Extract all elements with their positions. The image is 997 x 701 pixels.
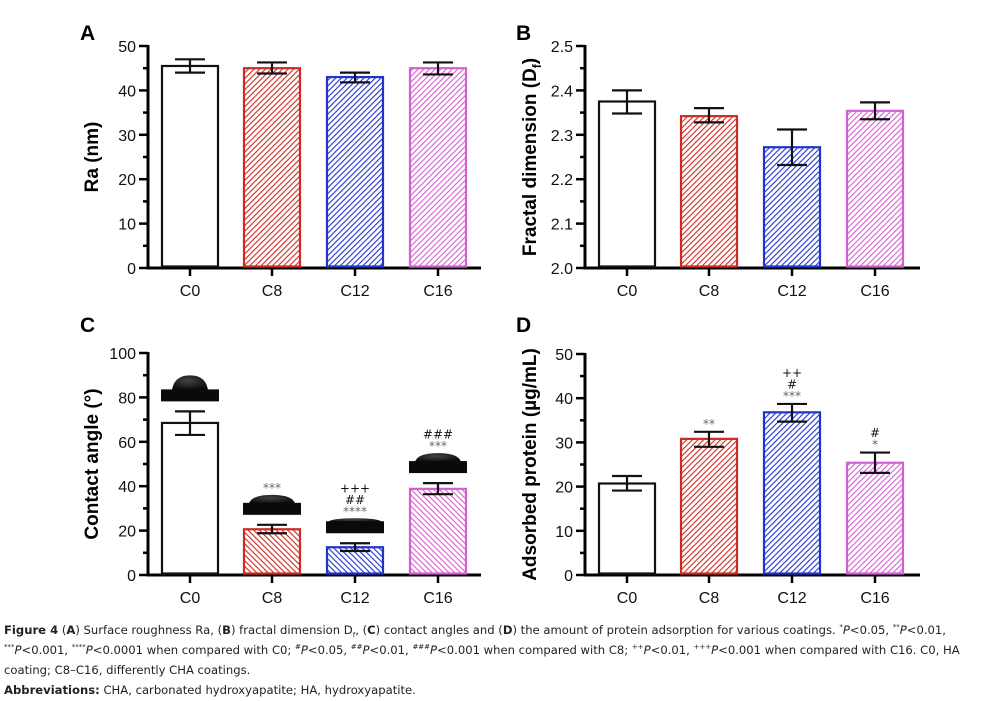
droplet-substrate [409, 461, 467, 474]
bar-c12 [762, 146, 822, 268]
significance-marker: # [870, 426, 880, 440]
bar-c8 [242, 67, 302, 268]
x-tick-label: C16 [423, 283, 452, 300]
panel-b: B Fractal dimension (Df) 2.0 2.1 2.2 2.3 2.4 2.… [516, 22, 920, 300]
y-tick-label: 30 [118, 128, 136, 145]
y-tick-label: 2.0 [551, 261, 573, 278]
significance-marker: ### [423, 428, 453, 442]
bar-c0 [160, 421, 220, 575]
bar-c16 [845, 461, 905, 575]
bar-c12 [325, 75, 385, 268]
caption-main: Figure 4 (A) Surface roughness Ra, (B) f… [4, 623, 960, 677]
y-tick-label: 0 [564, 568, 573, 585]
y-tick-label: 2.5 [551, 39, 573, 56]
x-tick-label: C12 [340, 590, 369, 607]
y-tick-label: 100 [109, 346, 136, 363]
significance-marker: ++ [782, 366, 802, 380]
bar-c16 [408, 487, 468, 575]
bar-c12 [762, 411, 822, 575]
significance-marker: *** [429, 439, 447, 453]
y-tick-label: 20 [118, 172, 136, 189]
y-tick-label: 10 [555, 524, 573, 541]
droplet-substrate [161, 389, 219, 402]
y-tick-label: 30 [555, 435, 573, 452]
caption-abbreviations: Abbreviations: CHA, carbonated hydroxyap… [4, 680, 989, 700]
panel-c: C Contact angle (°) 0 20 40 60 80 100 C0 C8 *** C12… [80, 314, 481, 607]
y-tick-label: 2.3 [551, 128, 573, 145]
x-tick-label: C16 [860, 590, 889, 607]
y-tick-label: 20 [118, 524, 136, 541]
droplet-cap [172, 375, 208, 391]
water-droplet-image [409, 453, 467, 474]
x-tick-label: C8 [699, 283, 720, 300]
x-tick-label: C16 [423, 590, 452, 607]
bar-c0 [597, 100, 657, 268]
x-tick-label: C0 [180, 283, 201, 300]
significance-marker: * [872, 438, 878, 452]
y-tick-label: 40 [118, 479, 136, 496]
y-tick-label: 50 [555, 347, 573, 364]
panel-letter: C [80, 314, 95, 337]
y-axis-label: Adsorbed protein (µg/mL) [520, 348, 541, 581]
y-tick-label: 50 [118, 39, 136, 56]
bar-c16 [845, 109, 905, 268]
y-tick-label: 10 [118, 217, 136, 234]
droplet-substrate [243, 502, 301, 515]
y-tick-label: 2.4 [551, 83, 573, 100]
droplet-substrate [326, 521, 384, 534]
panel-letter: D [516, 314, 531, 337]
significance-marker: ** [703, 417, 715, 431]
x-tick-label: C8 [262, 590, 283, 607]
figure-caption: Figure 4 (A) Surface roughness Ra, (B) f… [4, 620, 989, 700]
y-tick-label: 60 [118, 435, 136, 452]
x-tick-label: C12 [777, 590, 806, 607]
bar-c0 [597, 482, 657, 575]
y-axis-label: Ra (nm) [82, 122, 103, 193]
abbreviations-label: Abbreviations: [4, 683, 100, 697]
bar-c0 [160, 64, 220, 268]
panel-a: A Ra (nm) 0 10 20 30 40 50 C0 C8 C12 C16 [80, 22, 481, 300]
y-axis-label: Contact angle (°) [82, 388, 103, 539]
y-axis-label-subscript: f [530, 63, 544, 68]
y-tick-label: 40 [555, 391, 573, 408]
x-tick-label: C12 [340, 283, 369, 300]
bar-c16 [408, 67, 468, 268]
figure-label: Figure 4 [4, 623, 59, 637]
x-tick-label: C12 [777, 283, 806, 300]
bar-c8 [242, 528, 302, 575]
y-tick-label: 40 [118, 83, 136, 100]
significance-marker: **** [343, 504, 367, 518]
abbreviations-text: CHA, carbonated hydroxyapatite; HA, hydr… [99, 683, 416, 697]
y-axis-label-tail: ) [520, 58, 541, 64]
significance-marker: +++ [340, 481, 370, 495]
x-tick-label: C0 [617, 590, 638, 607]
y-tick-label: 80 [118, 390, 136, 407]
y-axis-label: Fractal dimension (Df) [520, 58, 544, 256]
water-droplet-image [326, 518, 384, 534]
x-tick-label: C0 [617, 283, 638, 300]
bar-c8 [679, 115, 739, 268]
y-tick-label: 2.1 [551, 217, 573, 234]
significance-marker: *** [783, 389, 801, 403]
droplet-cap [415, 453, 461, 463]
significance-marker: # [787, 377, 797, 391]
bar-c8 [679, 437, 739, 575]
panel-letter: B [516, 22, 531, 45]
water-droplet-image [243, 494, 301, 515]
x-tick-label: C8 [262, 283, 283, 300]
y-tick-label: 0 [127, 568, 136, 585]
significance-marker: ## [345, 493, 365, 507]
y-tick-label: 20 [555, 480, 573, 497]
droplet-cap [249, 494, 295, 504]
panel-d: D Adsorbed protein (µg/mL) 0 10 20 30 40 50 C0 C8… [516, 314, 920, 607]
x-tick-label: C0 [180, 590, 201, 607]
y-tick-label: 2.2 [551, 172, 573, 189]
panel-letter: A [80, 22, 95, 45]
y-tick-label: 0 [127, 261, 136, 278]
significance-marker: *** [263, 481, 281, 495]
x-tick-label: C8 [699, 590, 720, 607]
water-droplet-image [161, 375, 219, 402]
x-tick-label: C16 [860, 283, 889, 300]
